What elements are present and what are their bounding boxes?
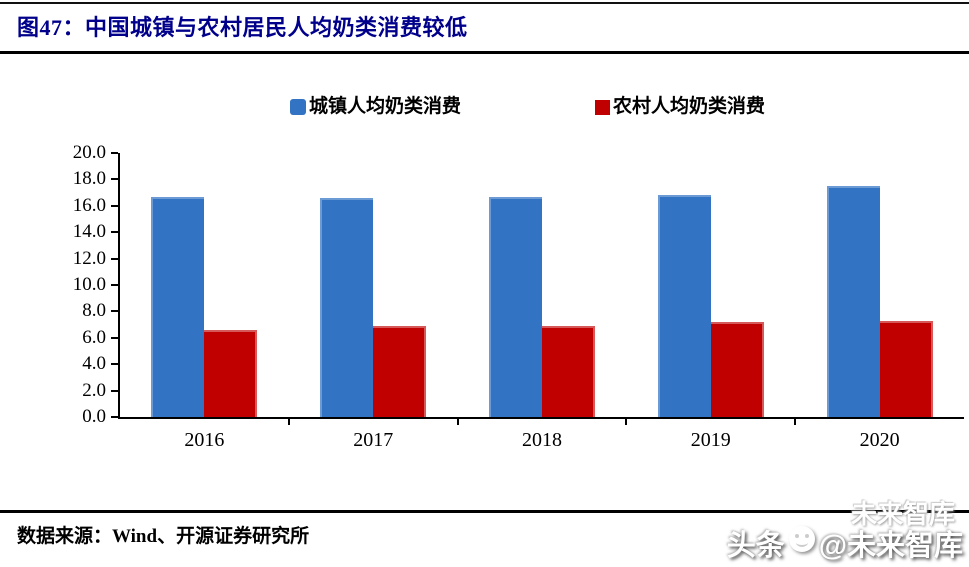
y-axis-tick (111, 152, 118, 154)
bar-rural-2020 (879, 320, 933, 417)
bar-group-2018 (458, 153, 627, 417)
bar-urban-2017 (320, 197, 374, 417)
rural-legend-label: 农村人均奶类消费 (613, 96, 766, 117)
y-axis-tick-label: 4.0 (82, 353, 106, 375)
rural-legend-swatch (595, 100, 610, 115)
x-axis-label-2018: 2018 (521, 429, 562, 451)
legend-item-rural: 农村人均奶类消费 (595, 96, 765, 118)
y-axis-tick (111, 178, 118, 181)
bar-urban-2019 (657, 195, 711, 417)
top-divider (0, 2, 969, 4)
watermark: 头条 @未来智库 (727, 522, 963, 564)
y-axis-tick (111, 389, 118, 392)
y-axis-tick (111, 231, 118, 234)
watermark-prefix-text: 头条 (726, 530, 785, 562)
bar-group-2017 (289, 153, 458, 417)
y-axis-tick (111, 336, 118, 339)
y-axis-tick-label: 8.0 (82, 300, 106, 322)
smiley-face-icon (788, 526, 815, 552)
y-axis-tick-label: 0.0 (82, 406, 106, 427)
watermark-ghost-text: 未来智库 (850, 499, 955, 529)
y-axis-tick (111, 257, 118, 260)
y-axis-tick-label: 20.0 (72, 142, 106, 163)
bottom-divider (0, 510, 969, 513)
y-axis-tick-label: 10.0 (72, 274, 106, 295)
figure-title: 图47：中国城镇与农村居民人均奶类消费较低 (17, 15, 468, 40)
x-axis-tick (794, 419, 797, 425)
urban-legend-label: 城镇人均奶类消费 (309, 96, 462, 117)
y-axis-tick-label: 16.0 (72, 194, 106, 216)
y-axis-tick-label: 18.0 (72, 168, 106, 190)
bar-rural-2016 (204, 329, 258, 417)
x-axis-tick (456, 419, 459, 425)
source-note: 数据来源：Wind、开源证券研究所 (17, 526, 310, 547)
y-axis-tick (111, 204, 118, 207)
legend-item-urban: 城镇人均奶类消费 (290, 96, 461, 118)
y-axis-tick (111, 284, 118, 286)
x-axis-label-2016: 2016 (184, 429, 225, 451)
bar-rural-2017 (373, 325, 427, 417)
x-axis-label-2020: 2020 (859, 429, 900, 451)
y-axis-tick (111, 416, 118, 418)
bar-urban-2020 (826, 186, 880, 417)
bar-group-2019 (626, 153, 795, 417)
y-axis-tick-label: 6.0 (82, 326, 106, 348)
y-axis-tick (111, 310, 118, 313)
y-axis-labels: 20.0 18.0 16.0 14.0 12.0 10.0 8.0 6.0 4.0 2.0 0.0 (0, 142, 106, 427)
y-axis-tick-label: 12.0 (72, 247, 106, 269)
x-axis-tick (287, 419, 290, 425)
bar-group-2016 (120, 153, 289, 417)
x-axis-label-2017: 2017 (353, 429, 394, 451)
bar-urban-2018 (488, 196, 542, 417)
bar-urban-2016 (151, 196, 205, 417)
x-axis-tick (625, 419, 628, 425)
watermark-suffix-text: @未来智库 (818, 530, 963, 562)
bar-rural-2019 (710, 322, 764, 417)
title-underline-divider (0, 51, 969, 54)
x-axis-label-2019: 2019 (690, 429, 731, 451)
urban-legend-swatch (290, 99, 306, 115)
y-axis-tick (111, 363, 118, 366)
y-axis-tick-label: 14.0 (72, 221, 106, 243)
bar-group-2020 (795, 153, 964, 417)
bar-rural-2018 (541, 325, 595, 417)
bar-chart-plot-area: 2016 2017 2018 2019 2020 (111, 152, 964, 451)
y-axis-tick-label: 2.0 (82, 379, 106, 401)
